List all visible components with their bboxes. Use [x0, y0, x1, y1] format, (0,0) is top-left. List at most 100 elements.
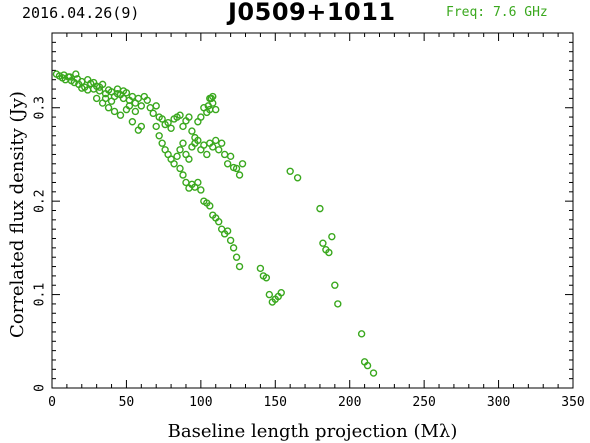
- data-point: [134, 126, 143, 134]
- data-point: [188, 127, 196, 135]
- data-point: [185, 155, 193, 163]
- data-point: [179, 139, 187, 147]
- data-point: [173, 152, 181, 161]
- y-axis-label: Correlated flux density (Jy): [7, 91, 28, 338]
- source-title: J0509+1011: [228, 0, 396, 26]
- data-point: [215, 218, 223, 226]
- data-point: [334, 300, 342, 308]
- data-point: [134, 94, 143, 103]
- data-point: [176, 111, 184, 119]
- x-tick-label: 0: [48, 395, 56, 410]
- data-point: [212, 105, 220, 114]
- data-point: [84, 86, 92, 94]
- data-point: [167, 124, 175, 132]
- data-point: [72, 70, 80, 78]
- data-point: [226, 236, 235, 245]
- data-point: [92, 94, 101, 103]
- data-point: [66, 73, 74, 81]
- data-point: [293, 174, 302, 182]
- data-point: [286, 167, 294, 175]
- x-tick-label: 200: [338, 395, 361, 410]
- data-point: [319, 239, 327, 247]
- x-tick-label: 100: [189, 395, 212, 410]
- data-point: [215, 146, 223, 154]
- data-point: [262, 274, 271, 282]
- data-point: [122, 105, 131, 114]
- data-point: [209, 143, 217, 151]
- data-point: [206, 202, 214, 210]
- data-point: [110, 107, 119, 116]
- data-point: [331, 281, 339, 289]
- data-point: [179, 171, 187, 179]
- data-point: [164, 118, 172, 127]
- data-point: [200, 141, 208, 149]
- data-point: [328, 232, 336, 241]
- data-point: [185, 113, 193, 121]
- data-point: [235, 171, 244, 179]
- data-point: [238, 160, 247, 168]
- data-point: [212, 136, 220, 145]
- data-point: [223, 160, 232, 168]
- observation-date: 2016.04.26(9): [22, 4, 140, 22]
- plot-frame: [51, 32, 574, 389]
- x-tick-label: 300: [487, 395, 510, 410]
- data-point: [179, 122, 187, 131]
- y-tick-label: 0.1: [33, 283, 48, 306]
- data-point: [220, 150, 229, 159]
- data-point: [197, 113, 205, 121]
- data-point: [104, 104, 113, 112]
- axis-tick-labels: 0 50 100 150 200 250 300 350 0 0.1 0.2 0.3: [33, 96, 585, 410]
- frequency-label: Freq: 7.6 GHz: [446, 5, 548, 20]
- data-point: [204, 102, 213, 110]
- data-point: [170, 160, 178, 168]
- data-point: [152, 102, 160, 110]
- data-point: [95, 87, 104, 95]
- data-point: [207, 94, 215, 103]
- data-point: [232, 164, 241, 173]
- x-tick-label: 250: [412, 395, 435, 410]
- data-point: [235, 262, 244, 271]
- data-point: [98, 99, 107, 107]
- y-tick-label: 0.2: [33, 189, 48, 212]
- data-point: [113, 90, 122, 98]
- data-point: [137, 102, 146, 110]
- data-point: [131, 107, 140, 116]
- data-point: [194, 178, 202, 187]
- data-point: [176, 164, 184, 173]
- data-point: [155, 132, 163, 140]
- data-points: [52, 70, 378, 377]
- x-tick-label: 350: [561, 395, 584, 410]
- data-point: [158, 115, 166, 123]
- y-tick-label: 0.3: [33, 96, 48, 119]
- data-point: [158, 139, 166, 147]
- data-point: [256, 264, 265, 273]
- x-tick-label: 50: [119, 395, 135, 410]
- data-point: [95, 83, 104, 91]
- data-point: [203, 150, 211, 159]
- data-point: [128, 118, 137, 126]
- y-tick-label: 0: [33, 384, 48, 392]
- data-point: [116, 111, 125, 119]
- axis-ticks: [51, 32, 574, 389]
- data-point: [316, 204, 324, 213]
- data-point: [119, 87, 128, 95]
- data-point: [143, 96, 151, 104]
- data-point: [176, 146, 184, 154]
- x-axis-label: Baseline length projection (Mλ): [168, 421, 458, 442]
- data-point: [325, 248, 333, 257]
- data-point: [229, 244, 238, 252]
- data-point: [194, 136, 202, 145]
- data-point: [89, 78, 98, 87]
- data-point: [363, 361, 372, 370]
- data-point: [206, 105, 214, 114]
- x-tick-label: 150: [264, 395, 287, 410]
- data-point: [197, 186, 205, 194]
- data-point: [232, 253, 241, 261]
- data-point: [369, 369, 378, 377]
- data-point: [226, 152, 235, 161]
- data-point: [152, 122, 160, 131]
- data-point: [223, 227, 232, 235]
- data-point: [357, 330, 366, 338]
- data-point: [265, 290, 274, 299]
